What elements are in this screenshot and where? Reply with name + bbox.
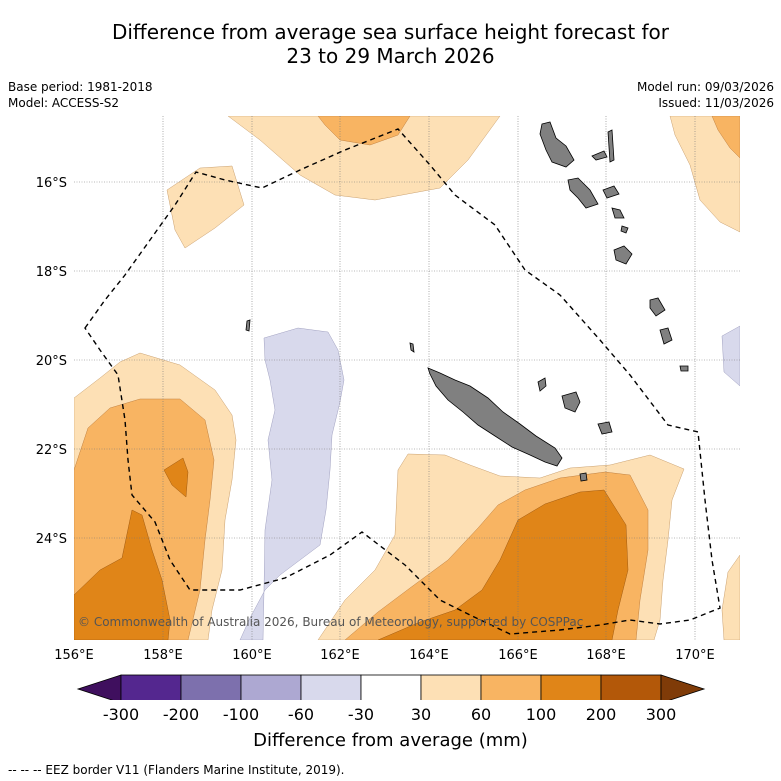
anomaly-region-south-dark — [377, 489, 629, 640]
lon-label-170e: 170°E — [675, 648, 715, 663]
vanuatu-efate — [613, 245, 633, 265]
vanuatu-ambae — [591, 150, 608, 161]
colorbar-tick: -60 — [287, 705, 315, 724]
colorbar-extend-right — [660, 674, 706, 700]
lat-label-22s: 22°S — [36, 443, 67, 458]
lon-label-156e: 156°E — [54, 648, 94, 663]
colorbar-cell — [300, 674, 362, 700]
anomaly-region-west-dark-small — [163, 457, 189, 498]
anomaly-region-east-light — [721, 554, 740, 640]
anomaly-region-west-dark — [74, 509, 171, 640]
sea-height-map: © Commonwealth of Australia 2026, Bureau… — [36, 116, 740, 700]
lon-label-160e: 160°E — [232, 648, 272, 663]
chart-title-line2: 23 to 29 March 2026 — [286, 44, 495, 68]
lon-label-168e: 168°E — [586, 648, 626, 663]
anomaly-region-negative-east — [721, 325, 740, 387]
lat-label-16s: 16°S — [36, 176, 67, 191]
lat-label-20s: 20°S — [36, 354, 67, 369]
grid-lines — [74, 116, 740, 640]
vanuatu-erromango — [649, 297, 666, 317]
colorbar-cell — [120, 674, 182, 700]
eez-border-line — [84, 128, 721, 635]
anomaly-region-north-light — [227, 116, 501, 201]
eez-footnote: -- -- -- EEZ border V11 (Flanders Marine… — [8, 763, 345, 777]
new-caledonia-island — [427, 367, 563, 467]
colorbar-extend-left — [76, 674, 122, 700]
model-run: Model run: 09/03/2026 — [636, 80, 774, 94]
colorbar-title: Difference from average (mm) — [253, 730, 528, 751]
anomaly-region-northeast-light — [669, 116, 740, 233]
loyalty-island-ouvea — [537, 377, 547, 392]
model-name: Model: ACCESS-S2 — [8, 96, 120, 110]
western-reef-islet — [245, 319, 251, 332]
vanuatu-tanna — [659, 327, 673, 345]
loyalty-island-mare — [597, 421, 613, 435]
anomaly-region-negative-central — [239, 327, 345, 640]
colorbar-cell — [600, 674, 662, 700]
vanuatu-malekula — [567, 177, 599, 209]
vanuatu-small-islet — [620, 225, 629, 234]
colorbar-tick: 200 — [585, 705, 617, 724]
colorbar-cell — [540, 674, 602, 700]
colorbar-cell — [240, 674, 302, 700]
map-area: © Commonwealth of Australia 2026, Bureau… — [74, 116, 740, 640]
colorbar-cell — [180, 674, 242, 700]
colorbar-cell — [360, 674, 422, 700]
lon-label-166e: 166°E — [498, 648, 538, 663]
issued-date: Issued: 11/03/2026 — [658, 96, 774, 110]
colorbar-cell — [480, 674, 542, 700]
chart-title-line1: Difference from average sea surface heig… — [111, 20, 670, 44]
colorbar-tick: -300 — [102, 705, 140, 724]
colorbar-tick: 300 — [645, 705, 677, 724]
vanuatu-epi — [602, 185, 620, 199]
colorbar-tick: 60 — [470, 705, 492, 724]
vanuatu-aneityum — [679, 365, 689, 372]
anomaly-region-northeast-medium — [711, 116, 740, 159]
colorbar-tick: 100 — [525, 705, 557, 724]
colorbar-tick: -100 — [222, 705, 260, 724]
base-period: Base period: 1981-2018 — [8, 80, 153, 94]
belep-islet — [409, 342, 415, 353]
lat-label-18s: 18°S — [36, 265, 67, 280]
colorbar-tick: 30 — [410, 705, 432, 724]
colorbar-cell — [420, 674, 482, 700]
colorbar-tick: -30 — [347, 705, 375, 724]
vanuatu-espiritu-santo — [539, 121, 575, 168]
loyalty-island-lifou — [561, 391, 581, 413]
vanuatu-shepherd-islands — [611, 207, 625, 219]
copyright-notice: © Commonwealth of Australia 2026, Bureau… — [78, 615, 583, 629]
colorbar-tick: -200 — [162, 705, 200, 724]
lat-label-24s: 24°S — [36, 532, 67, 547]
isle-of-pines — [579, 472, 588, 482]
anomaly-region-north-medium — [317, 116, 411, 146]
lon-label-164e: 164°E — [409, 648, 449, 663]
vanuatu-pentecost — [607, 129, 615, 163]
lon-label-158e: 158°E — [143, 648, 183, 663]
lon-label-162e: 162°E — [320, 648, 360, 663]
colorbar — [76, 674, 706, 700]
